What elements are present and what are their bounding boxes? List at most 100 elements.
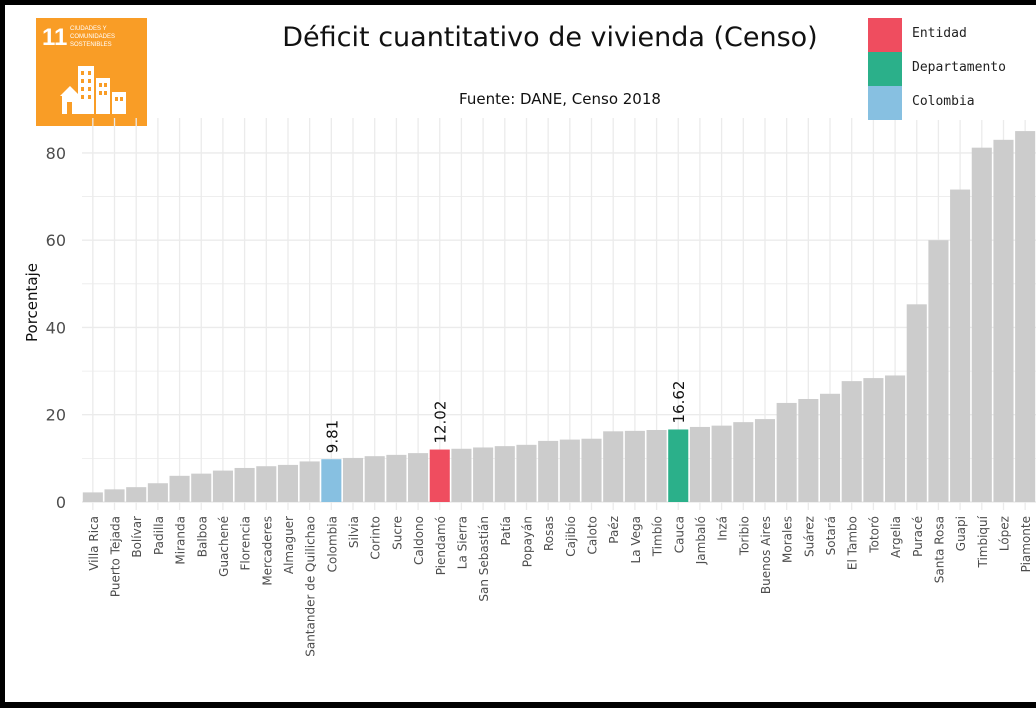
bar-almaguer	[277, 464, 299, 502]
bar-caldono	[408, 453, 429, 502]
bar-florencia	[234, 467, 255, 502]
x-tick-label: La Sierra	[455, 516, 469, 569]
sdg-text-line3: SOSTENIBLES	[70, 42, 112, 48]
bar-popayán	[516, 444, 537, 502]
x-tick-label: Almaguer	[282, 516, 296, 574]
city-buildings-icon: 11 CIUDADES Y COMUNIDADES SOSTENIBLES	[42, 24, 126, 114]
bar-jambaló	[689, 426, 710, 502]
bar-rosas	[538, 440, 559, 502]
x-tick-label: Timbiquí	[976, 515, 990, 568]
x-tick-label: Paéz	[607, 516, 621, 544]
legend-label: Departamento	[912, 60, 1006, 75]
bar-bolívar	[126, 487, 147, 502]
bar-caloto	[581, 438, 602, 502]
y-tick-label: 80	[46, 144, 66, 163]
bar-sucre	[386, 454, 407, 502]
legend-item-entidad: Entidad	[868, 18, 1036, 52]
bar-el-tambo	[841, 381, 862, 502]
sdg-number: 11	[42, 24, 67, 51]
bar-santander-de-quilichao	[299, 461, 320, 502]
bar-miranda	[169, 475, 190, 502]
x-tick-label: Popayán	[520, 516, 534, 567]
x-tick-label: López	[997, 516, 1011, 551]
bar-padilla	[147, 483, 168, 502]
bar-argelia	[885, 375, 906, 502]
x-tick-label: La Vega	[629, 516, 643, 563]
x-tick-label: Piendamó	[434, 516, 448, 575]
x-tick-label: Miranda	[174, 516, 188, 565]
bar-patía	[494, 446, 515, 502]
legend-item-departamento: Departamento	[868, 52, 1036, 86]
x-tick-label: Sucre	[390, 516, 404, 550]
bar-puerto-tejada	[104, 489, 125, 502]
x-tick-label: Cauca	[672, 516, 686, 553]
bar-inzá	[711, 425, 732, 502]
bar-suárez	[798, 399, 819, 502]
data-label: 9.81	[323, 420, 341, 453]
x-tick-label: Caldono	[412, 516, 426, 565]
y-tick-label: 40	[46, 318, 66, 337]
chart-subtitle: Fuente: DANE, Censo 2018	[459, 90, 661, 108]
bar-buenos-aires	[754, 419, 776, 502]
bar-piendamó	[429, 449, 450, 502]
bar-santa-rosa	[928, 240, 949, 502]
y-tick-label: 60	[46, 231, 66, 250]
x-tick-label: Rosas	[542, 516, 556, 551]
x-tick-label: Jambaló	[694, 516, 708, 565]
sdg-text-line2: COMUNIDADES	[70, 34, 115, 40]
legend-label: Entidad	[912, 26, 967, 41]
x-tick-label: Cajibío	[564, 516, 578, 557]
legend-swatch	[868, 86, 902, 120]
x-tick-label: Buenos Aires	[759, 516, 773, 594]
x-tick-label: Patía	[499, 516, 513, 545]
x-tick-label: Guapi	[954, 516, 968, 551]
bar-timbío	[646, 430, 667, 502]
bar-silvia	[342, 457, 364, 502]
bar-toribio	[733, 422, 754, 502]
legend: Entidad Departamento Colombia	[868, 18, 1036, 120]
x-tick-label: Toribio	[737, 516, 751, 556]
bar-balboa	[191, 473, 212, 502]
x-tick-label: Totoró	[867, 516, 881, 554]
bar-guachené	[212, 470, 233, 502]
x-tick-label: Padilla	[152, 516, 166, 555]
legend-swatch	[868, 18, 902, 52]
x-tick-label: Corinto	[369, 516, 383, 560]
x-tick-label: El Tambo	[846, 516, 860, 570]
x-tick-label: Villa Rica	[87, 516, 101, 571]
bar-cajibío	[559, 439, 580, 502]
x-tick-label: Argelia	[889, 516, 903, 558]
bar-sotará	[819, 393, 841, 502]
x-tick-label: Mercaderes	[260, 516, 274, 586]
x-tick-label: Morales	[781, 516, 795, 563]
legend-label: Colombia	[912, 94, 975, 109]
bar-colombia	[321, 459, 342, 502]
x-tick-label: Bolívar	[130, 516, 144, 558]
bar-cauca	[668, 429, 689, 502]
x-tick-label: Puracé	[911, 516, 925, 557]
bar-la-sierra	[451, 448, 472, 502]
bar-la-vega	[624, 430, 645, 502]
sdg-11-logo: 11 CIUDADES Y COMUNIDADES SOSTENIBLES	[36, 18, 147, 126]
bar-totoró	[863, 378, 884, 502]
legend-swatch	[868, 52, 902, 86]
legend-item-colombia: Colombia	[868, 86, 1036, 120]
bar-villa-rica	[82, 492, 103, 502]
bar-timbiquí	[971, 147, 992, 502]
x-tick-label: Santa Rosa	[932, 516, 946, 583]
bar-morales	[776, 402, 797, 502]
x-tick-label: Suárez	[802, 516, 816, 557]
sdg-text-line1: CIUDADES Y	[70, 26, 107, 32]
bar-paéz	[603, 431, 624, 502]
y-tick-label: 0	[56, 493, 66, 512]
x-tick-label: Silvia	[347, 516, 361, 548]
x-tick-label: San Sebastián	[477, 516, 491, 602]
bar-corinto	[364, 456, 385, 502]
x-tick-label: Timbío	[651, 516, 665, 557]
x-tick-label: Guachené	[217, 516, 231, 577]
bar-guapi	[950, 189, 971, 502]
bar-mercaderes	[256, 466, 277, 502]
y-tick-label: 20	[46, 406, 66, 425]
x-tick-label: Santander de Quilichao	[304, 516, 318, 657]
